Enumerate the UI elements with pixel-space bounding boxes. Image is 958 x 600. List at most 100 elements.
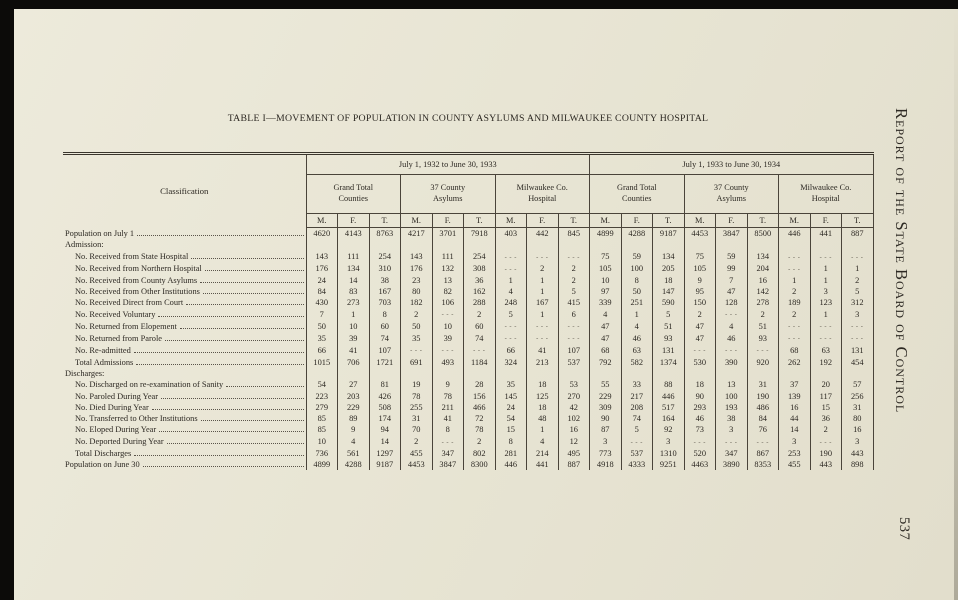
value-cell <box>746 367 779 380</box>
row-label: No. Transferred to Other Institutions <box>63 413 306 424</box>
value-cell: 4899 <box>589 227 622 240</box>
value-cell: 51 <box>652 320 685 333</box>
value-cell: 1015 <box>305 356 338 368</box>
value-cell: 887 <box>557 458 590 471</box>
group-header: Grand Total Counties <box>589 174 685 214</box>
value-cell <box>557 239 590 251</box>
leader-dots <box>200 281 304 283</box>
value-cell: 78 <box>400 390 432 402</box>
value-cell: 14 <box>337 274 369 286</box>
value-cell: 390 <box>715 356 748 368</box>
value-cell: 253 <box>778 447 811 459</box>
value-cell: 106 <box>431 297 464 309</box>
value-cell: 189 <box>778 297 811 309</box>
table-row: No. Paroled During Year 223 203 426 78 78 156 1… <box>63 390 874 402</box>
value-cell: 792 <box>589 356 622 368</box>
value-cell: 736 <box>305 447 338 459</box>
leader-dots <box>202 293 304 295</box>
value-cell <box>463 239 495 251</box>
table-row: No. Returned from Parole3539743539744746… <box>63 332 874 345</box>
table-head: Classification July 1, 1932 to June 30, 1… <box>63 153 874 228</box>
value-cell: 12 <box>557 435 590 448</box>
value-cell: 898 <box>841 458 874 471</box>
value-cell: 143 <box>305 250 338 263</box>
value-cell: 4333 <box>620 458 653 471</box>
value-cell: 16 <box>557 424 590 436</box>
value-cell: 293 <box>683 401 716 413</box>
value-cell: 63 <box>809 344 842 357</box>
value-cell: 5 <box>557 285 590 298</box>
value-cell <box>557 367 590 380</box>
value-cell: 39 <box>431 332 464 345</box>
value-cell: 74 <box>620 412 653 425</box>
value-cell <box>715 308 748 321</box>
value-cell: 5 <box>652 308 685 321</box>
value-cell <box>746 344 779 357</box>
row-label: No. Died During Year <box>63 402 306 413</box>
value-cell: 134 <box>652 250 685 263</box>
value-cell: 3 <box>841 435 874 448</box>
value-cell: 10 <box>337 320 369 333</box>
value-cell <box>620 239 653 251</box>
value-cell: 37 <box>778 379 811 391</box>
row-label-text: No. Received from Northern Hospital <box>75 264 202 274</box>
value-cell: 4 <box>589 308 622 321</box>
value-cell: 9187 <box>368 458 401 471</box>
value-cell <box>809 435 842 448</box>
value-cell: 517 <box>652 401 685 413</box>
value-cell: 16 <box>778 401 811 413</box>
row-label-text: No. Re-admitted <box>75 345 131 355</box>
value-cell <box>620 367 653 380</box>
leader-dots <box>136 363 304 365</box>
value-cell <box>337 239 369 251</box>
value-cell: 75 <box>683 250 716 263</box>
value-cell: 1 <box>809 262 842 275</box>
value-cell: 310 <box>368 262 401 275</box>
table-row: No. Received from Northern Hospital 176 13… <box>63 262 874 275</box>
value-cell: 3 <box>652 435 685 448</box>
value-cell: 4143 <box>337 227 369 240</box>
value-cell: 78 <box>463 424 495 436</box>
value-cell: 47 <box>589 332 622 345</box>
value-cell: 50 <box>305 320 338 333</box>
value-cell: 23 <box>400 274 432 286</box>
value-cell: 309 <box>589 401 622 413</box>
row-label: Population on July 1 <box>63 228 306 240</box>
value-cell: 537 <box>557 356 590 368</box>
value-cell: 251 <box>620 297 653 309</box>
value-cell: 203 <box>337 390 369 402</box>
value-cell: 105 <box>589 262 622 275</box>
value-cell: 1 <box>809 274 842 286</box>
sex-col-header: M. <box>305 213 338 228</box>
leader-dots <box>204 270 304 272</box>
group-header: 37 County Asylums <box>683 174 779 214</box>
row-label-text: No. Returned from Parole <box>75 333 162 343</box>
value-cell <box>652 367 685 380</box>
value-cell: 455 <box>400 447 432 459</box>
table-row: No. Re-admitted6641107664110768631316863… <box>63 344 874 357</box>
value-cell: 1297 <box>368 447 401 459</box>
value-cell: 6 <box>557 308 590 321</box>
row-label-text: Total Admissions <box>75 357 134 367</box>
value-cell: 100 <box>620 262 653 275</box>
value-cell: 162 <box>463 285 495 298</box>
value-cell <box>400 239 432 251</box>
value-cell: 85 <box>305 412 338 425</box>
value-cell: 691 <box>400 356 432 368</box>
sex-col-header: T. <box>557 213 590 228</box>
row-label: No. Received Voluntary <box>63 308 306 320</box>
sex-col-header: F. <box>431 213 464 228</box>
value-cell: 446 <box>652 390 685 402</box>
value-cell: 16 <box>841 424 874 436</box>
value-cell <box>841 367 874 380</box>
value-cell <box>841 332 874 345</box>
value-cell: 4 <box>620 320 653 333</box>
value-cell: 68 <box>589 344 622 357</box>
value-cell <box>746 435 779 448</box>
value-cell: 430 <box>305 297 338 309</box>
value-cell <box>841 250 874 263</box>
value-cell: 27 <box>337 379 369 391</box>
value-cell <box>431 308 464 321</box>
value-cell: 2 <box>841 274 874 286</box>
value-cell: 93 <box>652 332 685 345</box>
